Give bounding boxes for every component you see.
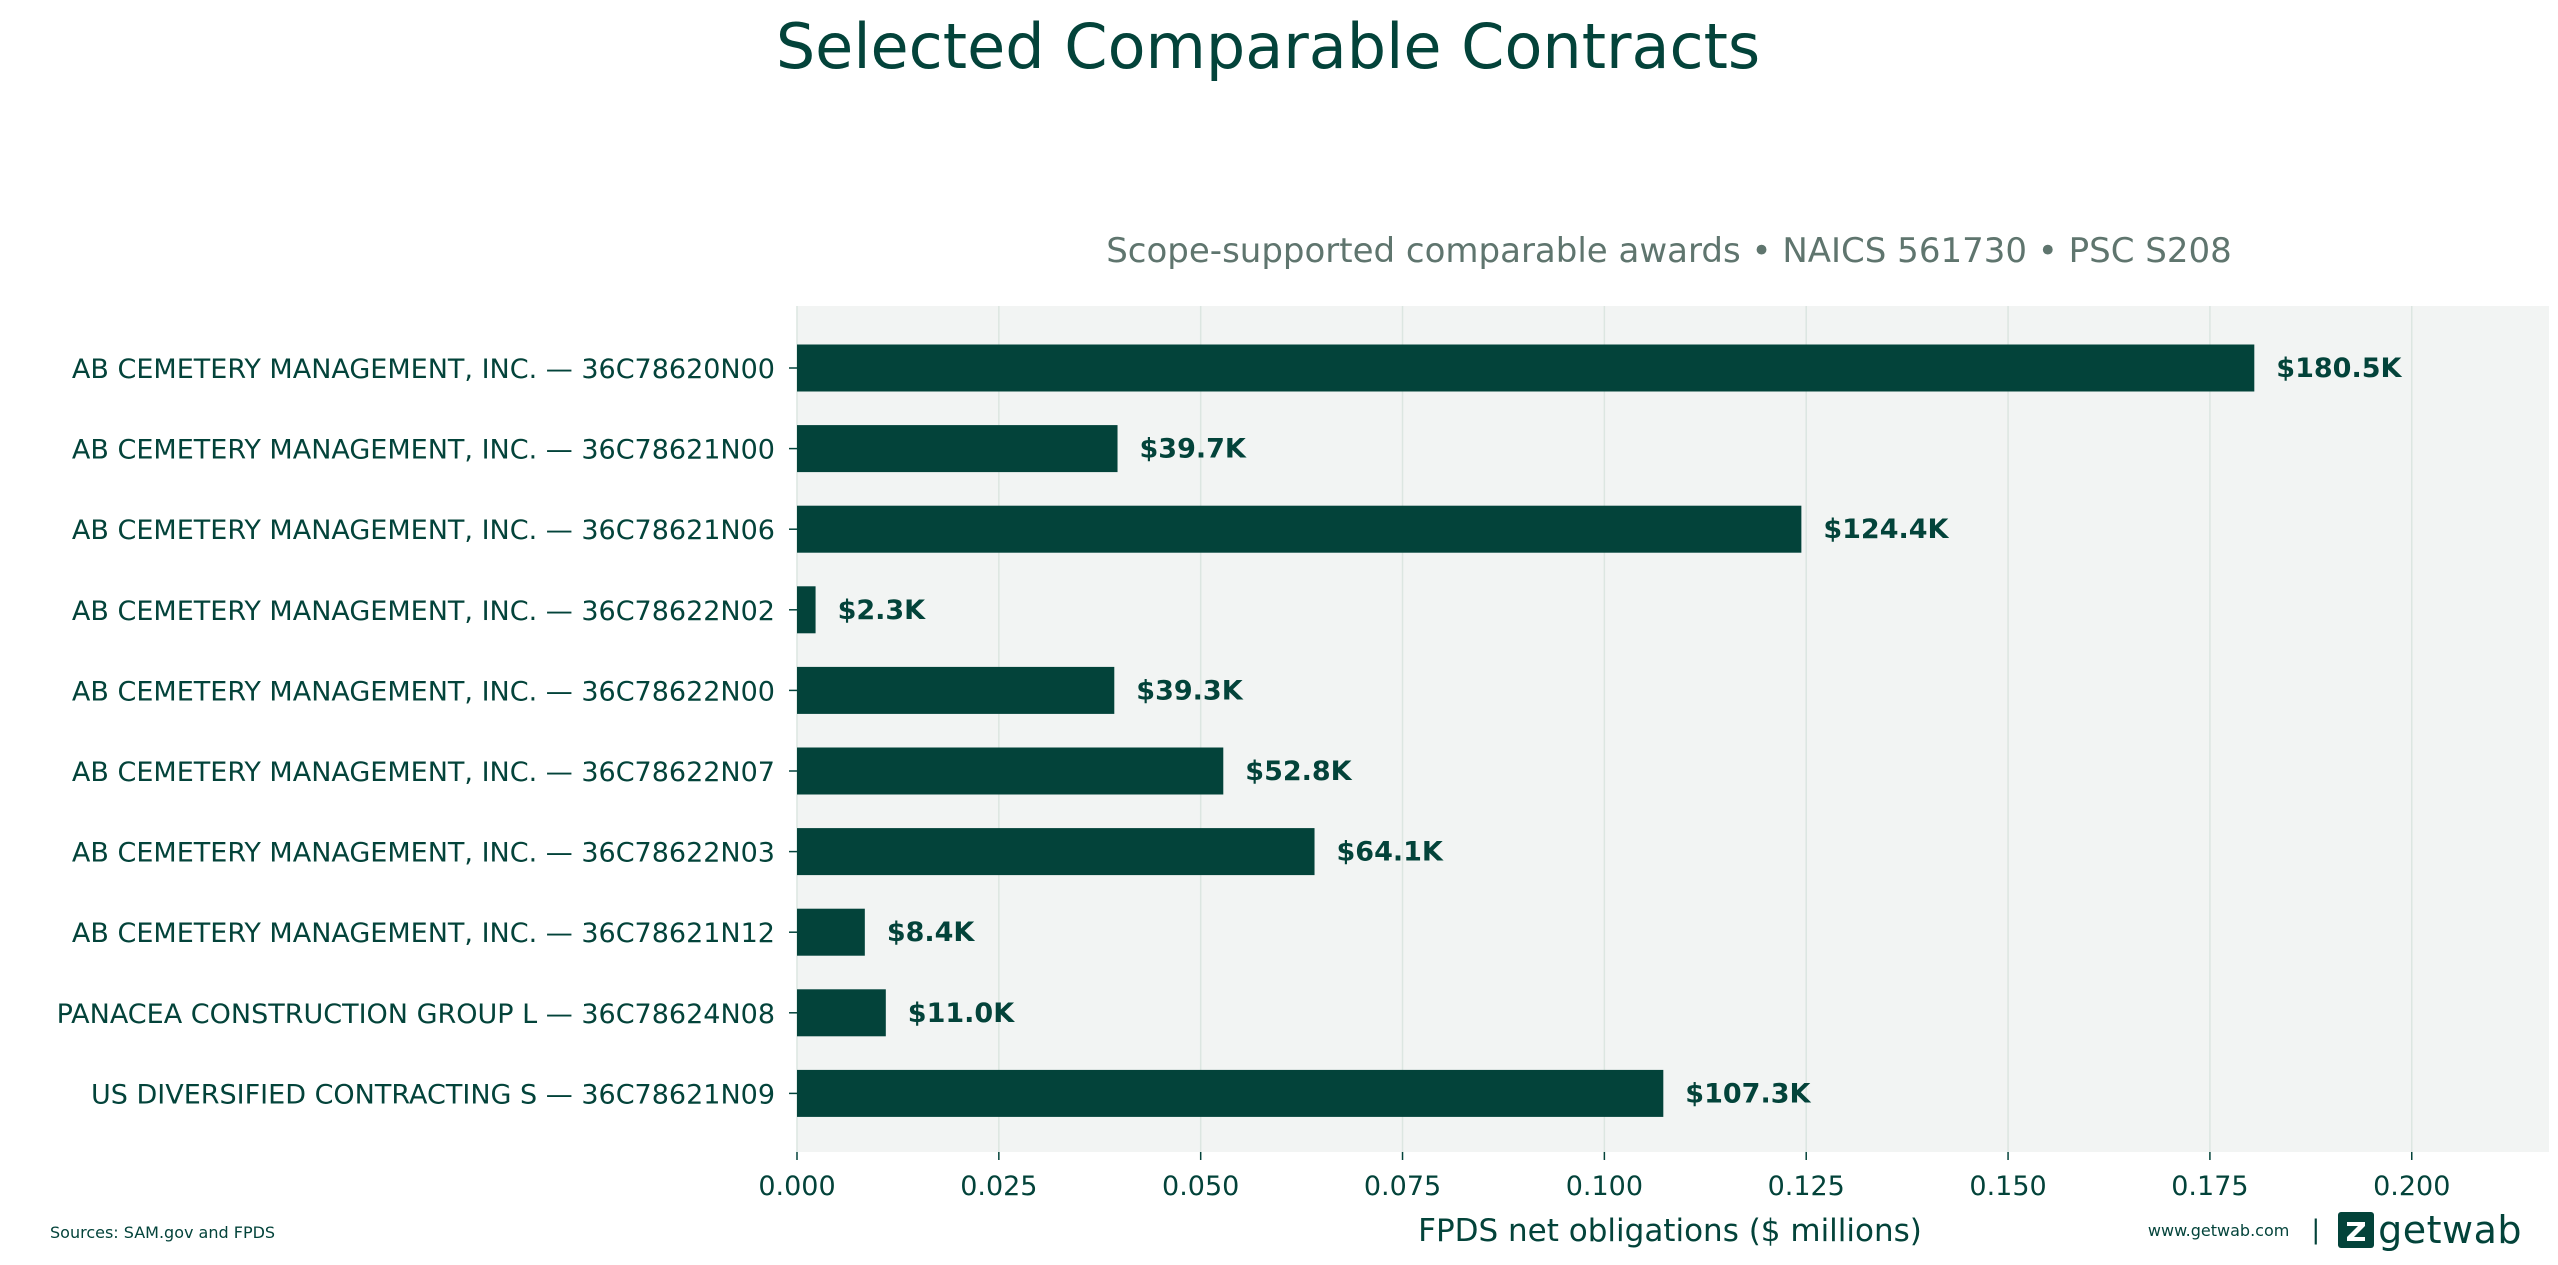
category-label: AB CEMETERY MANAGEMENT, INC. — 36C78621N… xyxy=(72,918,775,949)
category-label: AB CEMETERY MANAGEMENT, INC. — 36C78622N… xyxy=(72,596,775,627)
bar xyxy=(797,586,816,634)
category-label: AB CEMETERY MANAGEMENT, INC. — 36C78621N… xyxy=(72,515,775,546)
x-tick-label: 0.050 xyxy=(1162,1171,1239,1202)
chart-subtitle: Scope-supported comparable awards • NAIC… xyxy=(1106,231,2232,271)
bar xyxy=(797,1069,1664,1117)
data-label: $107.3K xyxy=(1685,1078,1811,1109)
category-label: PANACEA CONSTRUCTION GROUP L — 36C78624N… xyxy=(57,999,775,1030)
x-tick-label: 0.075 xyxy=(1364,1171,1441,1202)
grid-lines xyxy=(796,306,2413,1152)
bar xyxy=(797,344,2255,392)
data-label: $39.3K xyxy=(1136,675,1243,706)
bar xyxy=(797,747,1224,795)
data-label: $124.4K xyxy=(1823,514,1949,545)
bar xyxy=(797,505,1802,553)
data-labels: $180.5K $39.7K $124.4K $2.3K $39.3K $52.8K $64… xyxy=(838,353,2403,1109)
data-label: $180.5K xyxy=(2276,353,2402,384)
data-label: $11.0K xyxy=(908,998,1015,1029)
category-label: AB CEMETERY MANAGEMENT, INC. — 36C78620N… xyxy=(72,354,775,385)
category-label: AB CEMETERY MANAGEMENT, INC. — 36C78622N… xyxy=(72,676,775,707)
category-labels: AB CEMETERY MANAGEMENT, INC. — 36C78620N… xyxy=(57,354,797,1110)
x-tick-label: 0.175 xyxy=(2171,1171,2248,1202)
sources-note: Sources: SAM.gov and FPDS xyxy=(50,1223,276,1242)
brand-logo[interactable]: getwab xyxy=(2338,1208,2522,1252)
category-label: US DIVERSIFIED CONTRACTING S — 36C78621N… xyxy=(91,1079,775,1110)
bar xyxy=(797,828,1315,876)
x-tick-label: 0.000 xyxy=(758,1171,835,1202)
bar xyxy=(797,666,1115,714)
category-label: AB CEMETERY MANAGEMENT, INC. — 36C78622N… xyxy=(72,838,775,869)
x-axis-ticks: 0.000 0.025 0.050 0.075 0.100 0.125 0.150 0.175… xyxy=(758,1152,2450,1202)
x-tick-label: 0.125 xyxy=(1768,1171,1845,1202)
x-tick-label: 0.025 xyxy=(960,1171,1037,1202)
bar xyxy=(797,989,886,1037)
data-label: $52.8K xyxy=(1245,756,1352,787)
data-label: $64.1K xyxy=(1337,837,1444,868)
brand-url[interactable]: www.getwab.com xyxy=(2147,1220,2290,1240)
data-label: $8.4K xyxy=(887,917,976,948)
bars xyxy=(797,344,2255,1117)
brand-separator: | xyxy=(2311,1215,2321,1245)
getwab-logo-icon xyxy=(2338,1212,2375,1248)
bar xyxy=(797,908,865,956)
x-tick-label: 0.200 xyxy=(2373,1171,2450,1202)
chart-title: Selected Comparable Contracts xyxy=(775,10,1761,83)
data-label: $2.3K xyxy=(838,595,927,626)
category-label: AB CEMETERY MANAGEMENT, INC. — 36C78621N… xyxy=(72,435,775,466)
brand-footer: www.getwab.com | getwab xyxy=(2148,1208,2522,1252)
brand-name: getwab xyxy=(2378,1208,2522,1252)
x-tick-label: 0.150 xyxy=(1969,1171,2046,1202)
category-label: AB CEMETERY MANAGEMENT, INC. — 36C78622N… xyxy=(72,757,775,788)
data-label: $39.7K xyxy=(1140,434,1247,465)
x-tick-label: 0.100 xyxy=(1566,1171,1643,1202)
x-axis-label: FPDS net obligations ($ millions) xyxy=(1418,1213,1922,1249)
bar xyxy=(797,425,1118,473)
